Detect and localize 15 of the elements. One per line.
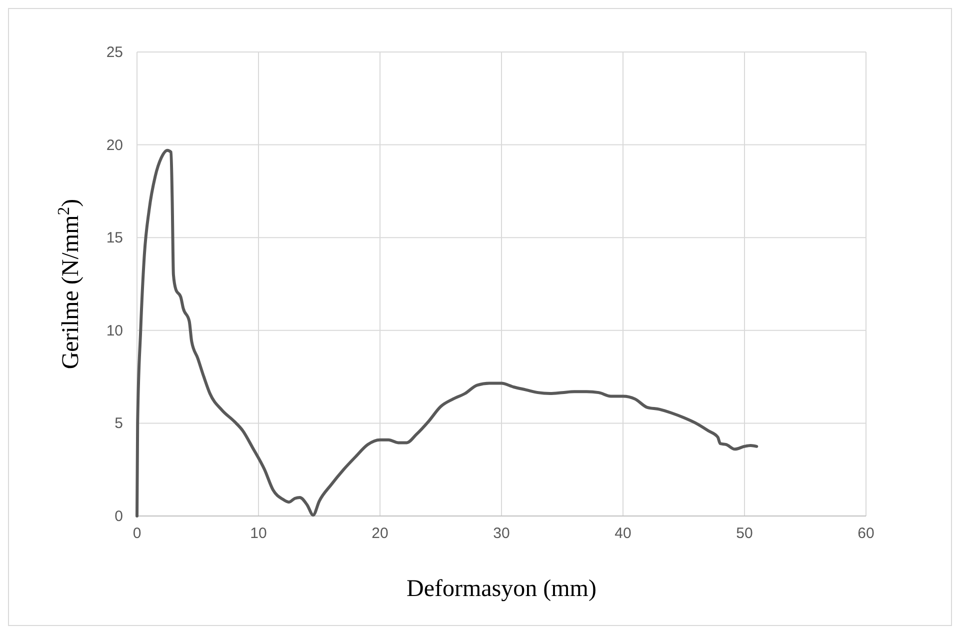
x-tick-label: 40 [614, 525, 632, 542]
y-tick-label: 20 [106, 136, 123, 154]
y-tick-label: 15 [106, 230, 123, 247]
x-tick-label: 50 [736, 525, 753, 542]
x-axis-title: Deformasyon (mm) [406, 576, 596, 602]
y-tick-label: 10 [106, 322, 123, 340]
x-tick-label: 30 [493, 525, 510, 542]
y-tick-label: 5 [114, 415, 123, 432]
y-tick-label: 25 [106, 44, 123, 61]
y-tick-label: 0 [114, 508, 123, 525]
line-series [136, 148, 758, 518]
x-tick-label: 10 [250, 525, 267, 542]
x-tick-label: 60 [858, 525, 874, 542]
x-tick-label: 20 [372, 525, 388, 542]
x-tick-label: 0 [132, 525, 142, 542]
